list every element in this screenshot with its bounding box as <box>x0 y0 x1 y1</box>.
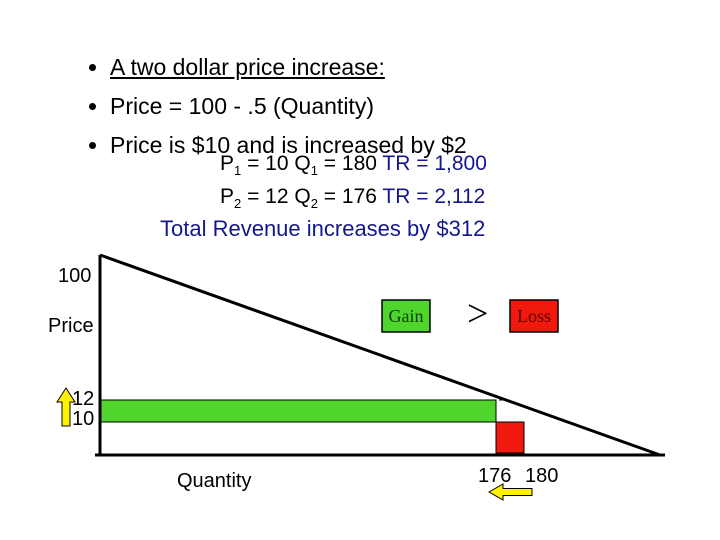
eq1-sub1b: 1 <box>311 163 318 178</box>
eq1-mid: = 10 Q <box>241 152 310 175</box>
equations-block: P1 = 10 Q1 = 180 TR = 1,800 P2 = 12 Q2 =… <box>220 148 487 213</box>
y-tick-100: 100 <box>58 265 91 288</box>
eq2-mid: = 12 Q <box>241 185 310 208</box>
legend-gain-label: Gain <box>389 306 424 326</box>
x-axis-label: Quantity <box>177 470 251 493</box>
eq2-sub2b: 2 <box>311 196 318 211</box>
legend-gain-box <box>382 300 430 332</box>
loss-region <box>496 422 524 453</box>
x-tick-176: 176 <box>478 465 511 488</box>
eq1-end: = 180 <box>318 152 382 175</box>
gain-region <box>101 400 496 422</box>
eq2-p: P <box>220 185 234 208</box>
x-tick-180: 180 <box>525 465 558 488</box>
eq2-end: = 176 <box>318 185 382 208</box>
equation-line-1: P1 = 10 Q1 = 180 TR = 1,800 <box>220 148 487 181</box>
y-tick-10: 10 <box>72 408 94 431</box>
legend-loss-box <box>510 300 558 332</box>
y-axis-label: Price <box>48 315 94 338</box>
legend-loss-label: Loss <box>517 306 551 326</box>
bullet-2: Price = 100 - .5 (Quantity) <box>110 88 467 125</box>
equation-line-2: P2 = 12 Q2 = 176 TR = 2,112 <box>220 181 487 214</box>
bullet-1: A two dollar price increase: <box>110 49 467 86</box>
bullet-1-text: A two dollar price increase: <box>110 54 385 80</box>
total-revenue-line: Total Revenue increases by $312 <box>160 216 485 242</box>
demand-curve <box>100 255 660 455</box>
eq2-tr: TR = 2,112 <box>382 185 485 208</box>
greater-than-symbol: > <box>467 292 488 336</box>
eq1-p: P <box>220 152 234 175</box>
eq1-tr: TR = 1,800 <box>382 152 486 175</box>
